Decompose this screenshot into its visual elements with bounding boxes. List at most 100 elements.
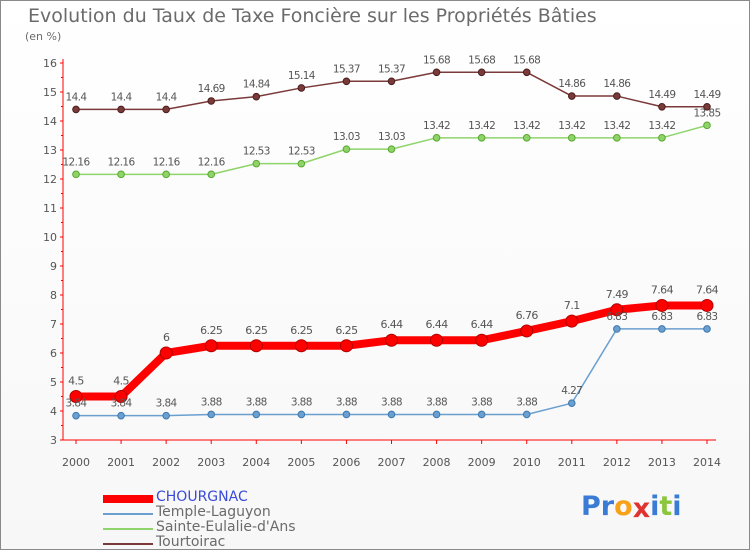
data-label-sainte-eulalie-d-ans: 13.42 [513, 120, 540, 132]
logo-letter: o [614, 491, 633, 522]
data-label-chourgnac: 4.5 [68, 375, 84, 388]
data-label-chourgnac: 6.25 [200, 324, 223, 337]
logo-letter: x [632, 493, 651, 524]
data-point-chourgnac [385, 333, 398, 347]
data-point-chourgnac [114, 390, 128, 403]
data-label-temple-laguyon: 6.83 [606, 311, 627, 323]
data-label-sainte-eulalie-d-ans: 12.16 [108, 156, 136, 168]
data-label-chourgnac: 6.44 [426, 318, 449, 331]
legend-label: Temple-Laguyon [156, 504, 271, 520]
data-label-chourgnac: 7.64 [696, 283, 719, 296]
data-label-sainte-eulalie-d-ans: 13.85 [693, 107, 720, 119]
x-tick-label: 2000 [62, 456, 90, 469]
data-label-chourgnac: 6.76 [516, 309, 539, 322]
data-point-temple-laguyon [387, 410, 396, 419]
data-point-sainte-eulalie-d-ans [117, 170, 125, 179]
data-label-chourgnac: 4.5 [113, 375, 129, 388]
data-label-temple-laguyon: 3.88 [516, 396, 537, 408]
data-label-sainte-eulalie-d-ans: 12.53 [243, 146, 270, 158]
data-label-chourgnac: 7.1 [564, 299, 580, 312]
logo-letter: i [650, 491, 660, 522]
data-point-tourtoirac [297, 84, 306, 92]
data-label-sainte-eulalie-d-ans: 12.53 [288, 146, 315, 158]
data-point-sainte-eulalie-d-ans [613, 134, 621, 142]
data-label-temple-laguyon: 3.88 [246, 396, 267, 408]
data-point-sainte-eulalie-d-ans [477, 134, 486, 142]
legend-label: Tourtoirac [156, 534, 226, 550]
y-tick-label: 6 [50, 347, 57, 360]
x-tick-label: 2003 [197, 456, 225, 469]
data-point-tourtoirac [567, 92, 576, 100]
data-label-tourtoirac: 14.86 [603, 78, 631, 90]
data-point-sainte-eulalie-d-ans [658, 134, 666, 142]
data-label-sainte-eulalie-d-ans: 13.03 [378, 131, 405, 143]
legend-swatch [103, 513, 153, 515]
data-label-tourtoirac: 14.4 [66, 91, 88, 103]
data-label-temple-laguyon: 3.88 [471, 396, 492, 408]
data-point-chourgnac [159, 346, 173, 360]
data-label-tourtoirac: 14.84 [243, 79, 271, 91]
data-point-chourgnac [204, 339, 218, 353]
data-point-tourtoirac [207, 97, 216, 105]
data-point-temple-laguyon [162, 411, 170, 420]
data-point-sainte-eulalie-d-ans [522, 134, 531, 142]
y-axis-unit-label: (en %) [25, 30, 62, 43]
data-label-chourgnac: 7.64 [651, 283, 674, 296]
data-point-chourgnac [339, 339, 353, 353]
data-label-sainte-eulalie-d-ans: 13.42 [558, 120, 585, 132]
data-point-chourgnac [610, 303, 624, 317]
data-label-temple-laguyon: 3.88 [201, 396, 222, 408]
data-label-sainte-eulalie-d-ans: 13.42 [468, 120, 495, 132]
data-point-temple-laguyon [297, 410, 306, 419]
data-point-chourgnac [655, 298, 669, 312]
y-tick-label: 11 [43, 202, 57, 215]
data-label-tourtoirac: 15.68 [423, 54, 450, 66]
logo-letter: r [600, 491, 615, 522]
x-tick-label: 2008 [423, 456, 451, 469]
data-point-sainte-eulalie-d-ans [567, 134, 576, 142]
y-tick-label: 7 [50, 318, 57, 331]
y-tick-label: 8 [50, 289, 57, 302]
data-point-tourtoirac [477, 68, 486, 77]
y-tick-label: 3 [50, 434, 57, 447]
data-point-tourtoirac [432, 68, 441, 77]
x-tick-label: 2005 [287, 456, 315, 469]
data-label-tourtoirac: 15.37 [333, 63, 360, 75]
logo-letter: t [659, 491, 673, 522]
data-point-temple-laguyon [703, 325, 711, 333]
data-point-temple-laguyon [252, 410, 261, 419]
data-point-tourtoirac [162, 105, 170, 114]
x-tick-label: 2004 [242, 456, 270, 469]
data-label-tourtoirac: 15.68 [513, 54, 540, 66]
data-label-temple-laguyon: 3.84 [66, 398, 88, 410]
logo-letter: P [581, 491, 601, 522]
data-label-tourtoirac: 14.49 [693, 89, 720, 101]
y-tick-label: 10 [43, 231, 57, 244]
data-point-temple-laguyon [207, 410, 216, 419]
data-point-tourtoirac [117, 105, 125, 114]
data-point-sainte-eulalie-d-ans [387, 145, 396, 153]
data-point-tourtoirac [703, 102, 711, 111]
x-tick-label: 2012 [603, 456, 631, 469]
data-point-sainte-eulalie-d-ans [432, 134, 441, 142]
x-tick-label: 2013 [648, 456, 676, 469]
data-point-tourtoirac [658, 102, 666, 111]
logo-letter: i [672, 491, 682, 522]
chart-title: Evolution du Taux de Taxe Foncière sur l… [28, 5, 597, 27]
proxiti-logo: Proxiti [581, 491, 682, 524]
data-point-temple-laguyon [432, 410, 441, 419]
data-point-temple-laguyon [342, 410, 351, 419]
legend-label: Sainte-Eulalie-d'Ans [156, 519, 296, 535]
data-label-sainte-eulalie-d-ans: 13.42 [423, 120, 450, 132]
data-label-tourtoirac: 14.69 [198, 83, 225, 95]
data-label-chourgnac: 7.49 [606, 288, 629, 301]
data-label-chourgnac: 6.44 [380, 318, 403, 331]
x-tick-label: 2007 [378, 456, 406, 469]
legend-swatch [103, 528, 153, 530]
data-point-temple-laguyon [477, 410, 486, 419]
data-label-chourgnac: 6.25 [290, 324, 313, 337]
x-tick-label: 2014 [693, 456, 721, 469]
data-label-tourtoirac: 14.4 [156, 91, 178, 103]
